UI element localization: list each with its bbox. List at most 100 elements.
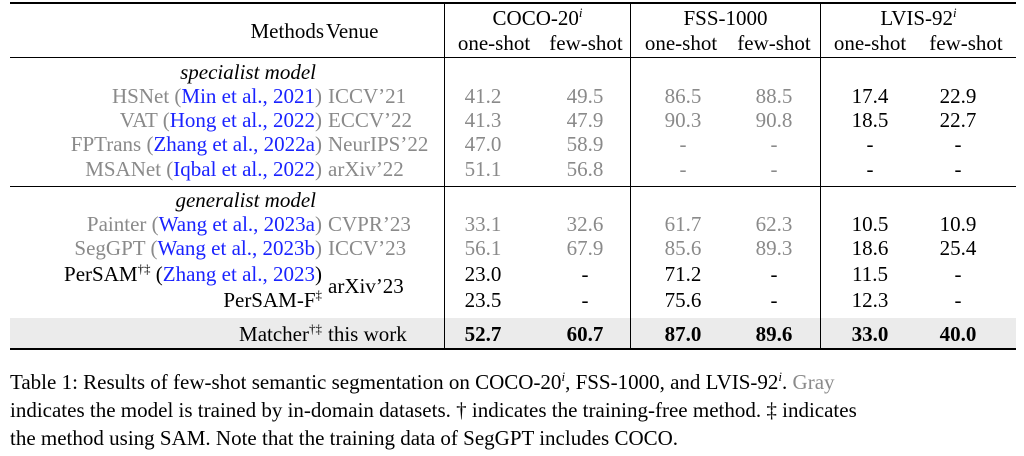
- venue-cell: CVPR’23: [328, 212, 411, 236]
- score-cell: 33.1: [464, 212, 502, 236]
- highlight-row-background: [10, 318, 1016, 348]
- method-cell: Matcher†‡: [239, 322, 322, 346]
- score-cell: -: [770, 262, 778, 286]
- citation-link[interactable]: Zhang et al., 2023: [162, 262, 315, 286]
- citation-link[interactable]: Wang et al., 2023a: [158, 212, 315, 236]
- header-group-fss: FSS-1000: [683, 6, 768, 30]
- header-venue: Venue: [326, 19, 379, 43]
- score-cell: 47.9: [566, 108, 604, 132]
- score-cell: 18.5: [851, 108, 889, 132]
- score-cell: 51.1: [464, 157, 502, 181]
- score-cell: -: [679, 132, 687, 156]
- score-cell: 17.4: [851, 84, 889, 108]
- citation-link[interactable]: Hong et al., 2022: [169, 108, 315, 132]
- score-cell: 56.1: [464, 236, 502, 260]
- top-rule: [10, 2, 1016, 4]
- score-cell: 88.5: [755, 84, 793, 108]
- score-cell: 85.6: [664, 236, 702, 260]
- citation-link[interactable]: Zhang et al., 2022a: [153, 132, 315, 156]
- method-name: PerSAM: [64, 262, 138, 286]
- score-cell: 89.3: [755, 236, 793, 260]
- citation-link[interactable]: Min et al., 2021: [181, 84, 315, 108]
- column-separator-2: [630, 2, 631, 349]
- score-cell: -: [581, 262, 589, 286]
- venue-cell: ICCV’23: [328, 236, 407, 260]
- score-cell: 40.0: [939, 322, 977, 346]
- method-footnote-mark: †‡: [137, 261, 151, 276]
- subheader-few-shot: few-shot: [929, 31, 1003, 55]
- score-cell: 67.9: [566, 236, 604, 260]
- venue-cell: this work: [328, 322, 407, 346]
- score-cell: 60.7: [566, 322, 604, 346]
- venue-cell: NeurIPS’22: [328, 132, 429, 156]
- score-cell: -: [679, 157, 687, 181]
- score-cell: 41.3: [464, 108, 502, 132]
- score-cell: 41.2: [464, 84, 502, 108]
- header-rule: [10, 57, 1016, 58]
- score-cell: -: [581, 288, 589, 312]
- table-caption: Table 1: Results of few-shot semantic se…: [10, 368, 1014, 452]
- method-name: SegGPT: [74, 236, 146, 260]
- header-group-coco: COCO-20i: [492, 5, 583, 30]
- method-name: FPTrans: [70, 132, 142, 156]
- score-cell: 49.5: [566, 84, 604, 108]
- score-cell: 87.0: [664, 322, 702, 346]
- score-cell: 52.7: [464, 322, 502, 346]
- score-cell: 47.0: [464, 132, 502, 156]
- method-footnote-mark: ‡: [315, 287, 323, 302]
- header-group-lvis: LVIS-92i: [880, 5, 957, 30]
- method-cell: Painter (Wang et al., 2023a): [86, 212, 322, 236]
- caption-line-1: Table 1: Results of few-shot semantic se…: [10, 369, 835, 394]
- section-specialist: specialist model: [180, 60, 316, 84]
- score-cell: 10.5: [851, 212, 889, 236]
- score-cell: 22.9: [939, 84, 977, 108]
- score-cell: 75.6: [664, 288, 702, 312]
- method-cell: HSNet (Min et al., 2021): [112, 84, 322, 108]
- method-name: VAT: [119, 108, 158, 132]
- score-cell: 90.8: [755, 108, 793, 132]
- score-cell: 90.3: [664, 108, 702, 132]
- score-cell: 23.0: [464, 262, 502, 286]
- score-cell: 56.8: [566, 157, 604, 181]
- citation-link[interactable]: Wang et al., 2023b: [157, 236, 315, 260]
- venue-cell: ICCV’21: [328, 84, 407, 108]
- method-footnote-mark: †‡: [309, 321, 322, 336]
- column-separator-3: [820, 2, 821, 349]
- method-cell: MSANet (Iqbal et al., 2022): [85, 157, 322, 181]
- venue-cell: arXiv’23: [328, 274, 404, 298]
- header-methods: Methods: [250, 19, 325, 43]
- venue-cell: arXiv’22: [328, 157, 404, 181]
- score-cell: -: [770, 157, 778, 181]
- score-cell: -: [954, 262, 962, 286]
- score-cell: 86.5: [664, 84, 702, 108]
- score-cell: 12.3: [851, 288, 889, 312]
- score-cell: -: [954, 132, 962, 156]
- score-cell: 89.6: [755, 322, 793, 346]
- score-cell: 33.0: [851, 322, 889, 346]
- caption-line-2: indicates the model is trained by in-dom…: [10, 398, 857, 422]
- method-name: Matcher: [239, 322, 309, 346]
- score-cell: -: [866, 132, 874, 156]
- method-name: Painter: [86, 212, 147, 236]
- score-cell: 23.5: [464, 288, 502, 312]
- score-cell: 32.6: [566, 212, 604, 236]
- method-cell: SegGPT (Wang et al., 2023b): [74, 236, 322, 260]
- column-separator-1: [444, 2, 445, 349]
- score-cell: -: [770, 132, 778, 156]
- subheader-few-shot: few-shot: [549, 31, 623, 55]
- score-cell: -: [770, 288, 778, 312]
- section-generalist: generalist model: [175, 188, 316, 212]
- method-name: PerSAM-F: [223, 288, 316, 312]
- score-cell: 10.9: [939, 212, 977, 236]
- caption-line-3: the method using SAM. Note that the trai…: [10, 426, 679, 450]
- score-cell: 18.6: [851, 236, 889, 260]
- score-cell: -: [954, 288, 962, 312]
- method-cell: FPTrans (Zhang et al., 2022a): [70, 132, 322, 156]
- bottom-rule: [10, 348, 1016, 350]
- citation-link[interactable]: Iqbal et al., 2022: [173, 157, 315, 181]
- score-cell: 22.7: [939, 108, 977, 132]
- score-cell: 25.4: [939, 236, 977, 260]
- method-name: HSNet: [112, 84, 170, 108]
- score-cell: -: [954, 157, 962, 181]
- score-cell: 62.3: [755, 212, 793, 236]
